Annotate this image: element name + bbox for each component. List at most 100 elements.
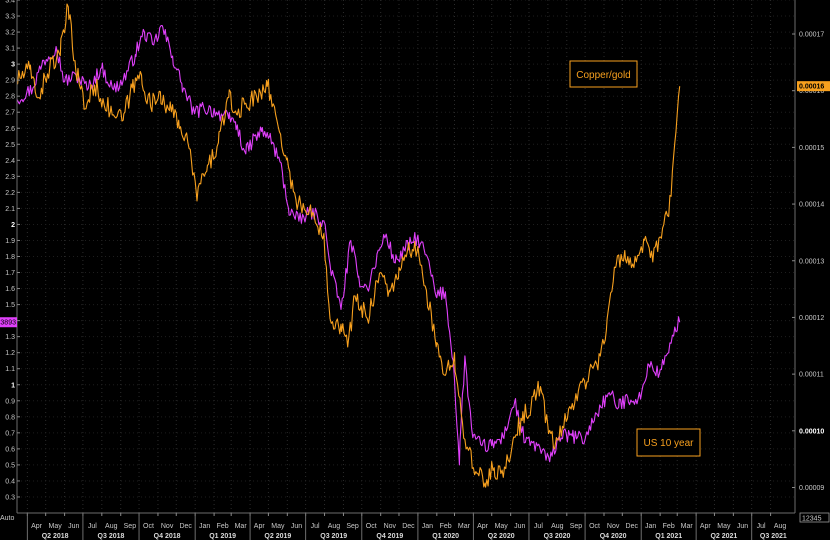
month-label: Jul — [311, 523, 320, 530]
x-axis: Apr May Jun Jul Aug Sep Oct Nov Dec Jan Feb Mar Apr M… — [17, 512, 795, 540]
right-axis: 0.00009 0.00010 0.00011 0.00012 0.00013 0.000… — [792, 0, 830, 523]
month-label: Sep — [124, 523, 137, 530]
month-label: Mar — [235, 523, 248, 530]
month-label: May — [49, 523, 63, 530]
month-label: Feb — [663, 523, 675, 530]
quarter-label: Q4 2019 — [376, 533, 403, 540]
legend: Copper/gold US 10 year — [569, 60, 701, 457]
quarter-label: Q1 2021 — [655, 533, 682, 540]
month-label: Apr — [254, 523, 266, 530]
left-tick-label: 2.1 — [5, 206, 15, 213]
right-tick-label: 0.00016 — [799, 88, 824, 95]
month-label: Jul — [757, 523, 766, 530]
left-tick-label: 2.2 — [5, 190, 15, 197]
quarter-label: Q2 2020 — [488, 533, 515, 540]
left-tick-label: 2 — [11, 222, 15, 229]
left-tick-label: 3.4 — [5, 0, 15, 5]
month-label: Oct — [589, 523, 600, 530]
left-tick-label: 0.3 — [5, 494, 15, 501]
month-label: Apr — [700, 523, 712, 530]
us-10-year-last-value-tag — [0, 317, 17, 328]
month-label: Aug — [774, 523, 787, 530]
left-tick-label: 2.4 — [5, 158, 15, 165]
left-tick-label: 1 — [11, 382, 15, 389]
left-tick-label: 0.4 — [5, 478, 15, 485]
right-tick-label: 0.00014 — [799, 202, 824, 209]
month-label: May — [717, 523, 731, 530]
month-label: Sep — [570, 523, 583, 530]
left-tick-label: 3.3 — [5, 14, 15, 21]
month-label: Aug — [105, 523, 118, 530]
month-label: May — [271, 523, 285, 530]
right-tick-label: 0.00013 — [799, 258, 824, 265]
right-tick-label: 0.00011 — [799, 372, 824, 379]
left-tick-label: 3.1 — [5, 46, 15, 53]
quarter-label: Q2 2021 — [710, 533, 737, 540]
month-label: Nov — [161, 523, 174, 530]
month-label: Jun — [291, 523, 302, 530]
left-tick-label: 1.5 — [5, 302, 15, 309]
month-label: Nov — [607, 523, 620, 530]
left-tick-label: 0.5 — [5, 462, 15, 469]
right-axis-corner-box — [799, 512, 830, 523]
us-10-year-legend-label: US 10 year — [643, 438, 694, 449]
series-line-copper-gold — [16, 3, 681, 488]
left-tick-label: 0.8 — [5, 414, 15, 421]
month-label: Sep — [346, 523, 359, 530]
copper-gold-last-value-tag — [797, 81, 830, 92]
month-label: Jun — [514, 523, 525, 530]
quarter-label: Q2 2018 — [42, 533, 69, 540]
month-label: Jul — [88, 523, 97, 530]
month-label: Jan — [645, 523, 656, 530]
right-tick-label: 0.00015 — [799, 145, 824, 152]
left-tick-label: 2.3 — [5, 174, 15, 181]
series-layer — [16, 3, 681, 488]
copper-gold-legend-box — [569, 60, 638, 88]
series-line-us-10-year — [16, 25, 681, 466]
left-tick-label: 2.6 — [5, 126, 15, 133]
copper-gold-legend-label: Copper/gold — [576, 70, 630, 81]
left-tick-label: 3 — [11, 62, 15, 69]
month-label: Oct — [143, 523, 154, 530]
left-tick-label: 2.9 — [5, 78, 15, 85]
quarter-label: Q4 2018 — [154, 533, 181, 540]
month-label: Feb — [217, 523, 229, 530]
left-tick-label: 1.7 — [5, 270, 15, 277]
quarter-label: Q2 2019 — [264, 533, 291, 540]
month-label: Nov — [384, 523, 397, 530]
right-tick-label: 0.00009 — [799, 485, 824, 492]
month-label: Jun — [68, 523, 79, 530]
quarter-label: Q3 2020 — [544, 533, 571, 540]
quarter-label: Q3 2019 — [320, 533, 347, 540]
left-tick-label: 1.6 — [5, 286, 15, 293]
left-tick-label: 0.6 — [5, 446, 15, 453]
month-label: Jun — [737, 523, 748, 530]
right-tick-label: 0.00017 — [799, 32, 824, 39]
us-10-year-legend-box — [636, 428, 701, 457]
left-tick-label: 1.8 — [5, 254, 15, 261]
right-axis-corner-label: 12345 — [802, 516, 822, 523]
copper-gold-last-value-label: 0.00016 — [799, 84, 824, 91]
left-axis: 0.30.40.50.60.70.80.911.11.21.31.41.51.6… — [0, 0, 20, 522]
left-tick-label: 1.2 — [5, 350, 15, 357]
left-tick-label: 2.5 — [5, 142, 15, 149]
month-label: Dec — [402, 523, 415, 530]
quarter-label: Q3 2021 — [760, 533, 787, 540]
month-label: Dec — [626, 523, 639, 530]
month-label: Mar — [681, 523, 694, 530]
right-tick-label: 0.00010 — [799, 428, 824, 435]
left-tick-label: 1.3 — [5, 334, 15, 341]
quarter-label: Q1 2020 — [432, 533, 459, 540]
month-label: Feb — [440, 523, 452, 530]
left-tick-label: 1.9 — [5, 238, 15, 245]
month-label: Dec — [179, 523, 192, 530]
left-axis-mode-label: Auto — [0, 515, 15, 522]
month-label: Apr — [477, 523, 489, 530]
left-tick-label: 3.2 — [5, 30, 15, 37]
month-label: Jul — [534, 523, 543, 530]
left-tick-label: 2.7 — [5, 110, 15, 117]
month-label: Aug — [328, 523, 341, 530]
month-label: Apr — [31, 523, 43, 530]
